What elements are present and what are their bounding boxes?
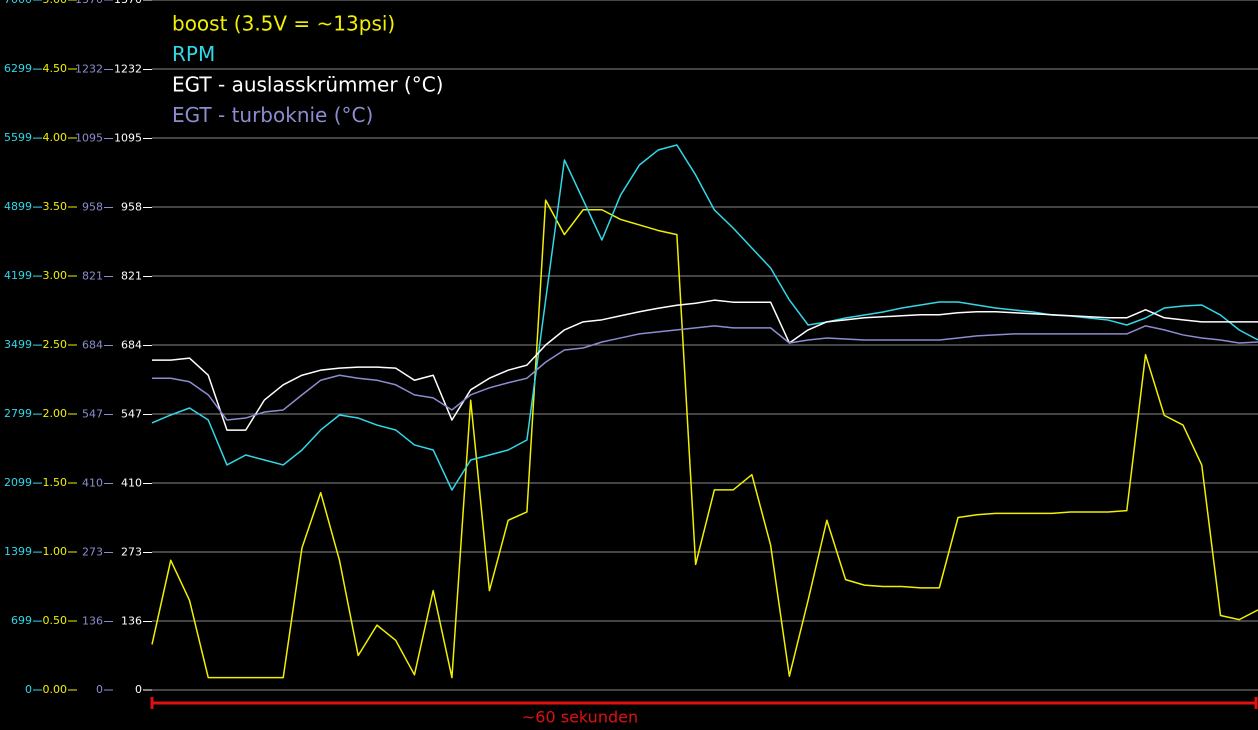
y-tick-label: 2.00: [43, 407, 68, 420]
y-tick-label: 2099: [4, 476, 32, 489]
lines: [151, 144, 1258, 679]
series-line: [151, 199, 1258, 679]
y-tick-label: 699: [11, 614, 32, 627]
legend-entry: boost (3.5V = ~13psi): [172, 12, 395, 36]
y-tick-label: 5599: [4, 131, 32, 144]
y-tick-label: 4.50: [43, 62, 68, 75]
y-tick-label: 1370: [114, 0, 142, 6]
y-tick-label: 1232: [75, 63, 103, 76]
y-tick-label: 958: [121, 201, 142, 214]
y-tick-label: 1232: [114, 63, 142, 76]
legend-entry: EGT - auslasskrümmer (°C): [172, 73, 443, 97]
legend: boost (3.5V = ~13psi) RPM EGT - auslasskrü…: [172, 12, 443, 128]
y-tick-label: 136: [82, 615, 103, 628]
legend-entry: EGT - turboknie (°C): [172, 103, 373, 127]
y-tick-label: 4.00: [43, 131, 68, 144]
y-tick-label: 7000: [4, 0, 32, 6]
y-tick-label: 3499: [4, 338, 32, 351]
y-tick-label: 0: [25, 683, 32, 696]
y-tick-label: 1.00: [43, 545, 68, 558]
y-tick-label: 3.50: [43, 200, 68, 213]
series-line: [152, 299, 1258, 431]
y-tick-label: 1095: [75, 132, 103, 145]
y-tick-label: 273: [82, 546, 103, 559]
y-tick-label: 410: [82, 477, 103, 490]
annotation: ~60 sekunden: [522, 708, 638, 727]
y-tick-label: 684: [121, 339, 142, 352]
y-tick-label: 0.50: [43, 614, 68, 627]
y-tick-label: 2.50: [43, 338, 68, 351]
y-tick-label: 684: [82, 339, 103, 352]
y-tick-label: 547: [82, 408, 103, 421]
y-tick-label: 547: [121, 408, 142, 421]
y-tick-label: 1399: [4, 545, 32, 558]
series-line: [152, 325, 1258, 421]
axes: 0 699 1399 2099 2799 3499 4199 4899 5599 6299 7000…: [4, 0, 152, 696]
y-tick-label: 0: [96, 683, 103, 696]
y-tick-label: 1095: [114, 132, 142, 145]
y-tick-label: 5.00: [43, 0, 68, 6]
y-tick-label: 1370: [75, 0, 103, 6]
legend-entry: RPM: [172, 42, 215, 66]
y-tick-label: 0: [135, 683, 142, 696]
y-tick-label: 136: [121, 615, 142, 628]
y-tick-label: 821: [82, 270, 103, 283]
y-tick-label: 821: [121, 270, 142, 283]
y-tick-label: 3.00: [43, 269, 68, 282]
y-tick-label: 4199: [4, 269, 32, 282]
y-tick-label: 6299: [4, 62, 32, 75]
y-tick-label: 273: [121, 546, 142, 559]
y-tick-label: 4899: [4, 200, 32, 213]
grid: [152, 0, 1258, 691]
y-tick-label: 1.50: [43, 476, 68, 489]
y-tick-label: 2799: [4, 407, 32, 420]
y-tick-label: 410: [121, 477, 142, 490]
y-tick-label: 958: [82, 201, 103, 214]
y-tick-label: 0.00: [43, 683, 68, 696]
